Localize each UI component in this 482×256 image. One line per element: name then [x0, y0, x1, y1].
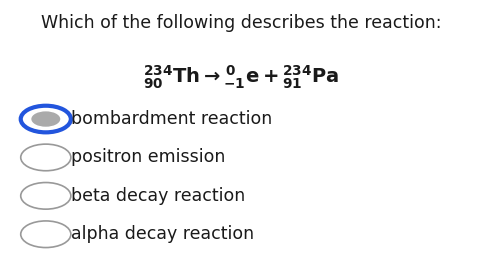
Text: Which of the following describes the reaction:: Which of the following describes the rea… [41, 14, 441, 32]
Text: alpha decay reaction: alpha decay reaction [71, 225, 254, 243]
Circle shape [31, 111, 60, 127]
Text: $\mathbf{^{234}_{90}Th \rightarrow ^{\,0}_{-1}e + ^{234}_{91}Pa}$: $\mathbf{^{234}_{90}Th \rightarrow ^{\,0… [143, 64, 339, 91]
Text: bombardment reaction: bombardment reaction [71, 110, 273, 128]
Text: positron emission: positron emission [71, 148, 226, 166]
Text: beta decay reaction: beta decay reaction [71, 187, 246, 205]
